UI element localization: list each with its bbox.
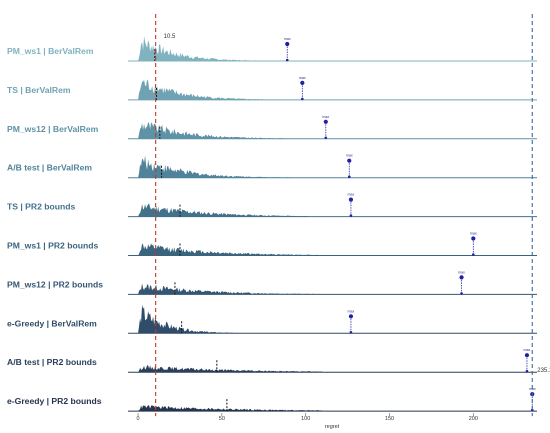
max-base-point <box>301 97 304 101</box>
series-label: PM_ws12 | PR2 bounds <box>7 279 103 289</box>
series-label: TS | PR2 bounds <box>7 202 76 212</box>
max-base-point <box>349 214 353 217</box>
ridge-density <box>138 155 308 178</box>
max-point <box>348 197 354 202</box>
series-label: e-Greedy | PR2 bounds <box>7 396 102 406</box>
reference-lines: 10.5 235.17 <box>155 14 550 417</box>
ridge-density <box>138 36 258 61</box>
max-base-point <box>349 331 353 334</box>
max-label: max <box>299 76 306 80</box>
max-label: max <box>322 115 329 119</box>
ridge-row: max TS | PR2 bounds <box>7 193 537 218</box>
ridge-density <box>138 122 289 139</box>
max-label: max <box>458 270 465 274</box>
ridge-density <box>138 203 309 217</box>
reference-line-label: 235.17 <box>537 368 550 374</box>
max-base-point <box>525 369 529 373</box>
series-label: TS | BerValRem <box>7 85 71 95</box>
series-label: PM_ws12 | BerValRem <box>7 124 99 134</box>
ridge-row: max A/B test | BerValRem <box>7 154 537 179</box>
max-base-point <box>285 58 289 62</box>
max-point <box>285 41 290 47</box>
max-point <box>300 80 305 85</box>
ridge-row: max A/B test | PR2 bounds <box>7 348 537 373</box>
max-label: max <box>529 387 536 391</box>
max-label: max <box>348 309 355 313</box>
reference-line-label: 10.5 <box>164 34 176 40</box>
max-base-point <box>530 408 534 412</box>
x-tick-label: 100 <box>301 416 310 422</box>
x-axis: 0 50 100 150 200 <box>137 413 478 422</box>
series-label: PM_ws1 | BerValRem <box>7 46 94 56</box>
ridge-row: max e-Greedy | PR2 bounds <box>7 387 537 412</box>
max-point <box>323 119 328 124</box>
ridge-density <box>138 405 323 412</box>
x-tick-label: 150 <box>385 416 394 422</box>
series-label: A/B test | BerValRem <box>7 163 92 173</box>
max-label: max <box>348 193 355 197</box>
ridge-density <box>138 243 323 256</box>
x-tick-label: 50 <box>219 416 225 422</box>
ridge-row: max TS | BerValRem <box>7 76 537 101</box>
max-base-point <box>460 292 463 295</box>
x-tick-label: 200 <box>469 416 478 422</box>
max-point <box>524 353 530 358</box>
ridge-density <box>138 79 270 100</box>
ridge-density <box>138 283 323 295</box>
series-label: PM_ws1 | PR2 bounds <box>7 241 98 251</box>
ridge-density <box>138 365 323 373</box>
series-label: A/B test | PR2 bounds <box>7 357 97 367</box>
max-point <box>459 275 464 280</box>
series-label: e-Greedy | BerValRem <box>7 318 97 328</box>
max-label: max <box>470 232 477 236</box>
max-label: max <box>284 37 291 41</box>
max-base-point <box>347 175 351 178</box>
max-point <box>471 236 476 241</box>
x-tick-label: 0 <box>137 416 140 422</box>
ridge-row: max PM_ws1 | PR2 bounds <box>7 232 537 256</box>
max-base-point <box>472 253 475 256</box>
max-label: max <box>346 154 353 158</box>
max-base-point <box>324 136 328 140</box>
max-label: max <box>524 348 531 352</box>
ridge-row: max PM_ws1 | BerValRem <box>7 36 537 62</box>
max-point <box>348 314 354 319</box>
ridge-row: max PM_ws12 | PR2 bounds <box>7 270 537 295</box>
ridge-row: max PM_ws12 | BerValRem <box>7 115 537 140</box>
ridge-row: max e-Greedy | BerValRem <box>7 304 537 334</box>
ridge-density <box>138 304 309 334</box>
x-axis-title: regret <box>325 424 340 430</box>
max-point <box>347 158 352 163</box>
